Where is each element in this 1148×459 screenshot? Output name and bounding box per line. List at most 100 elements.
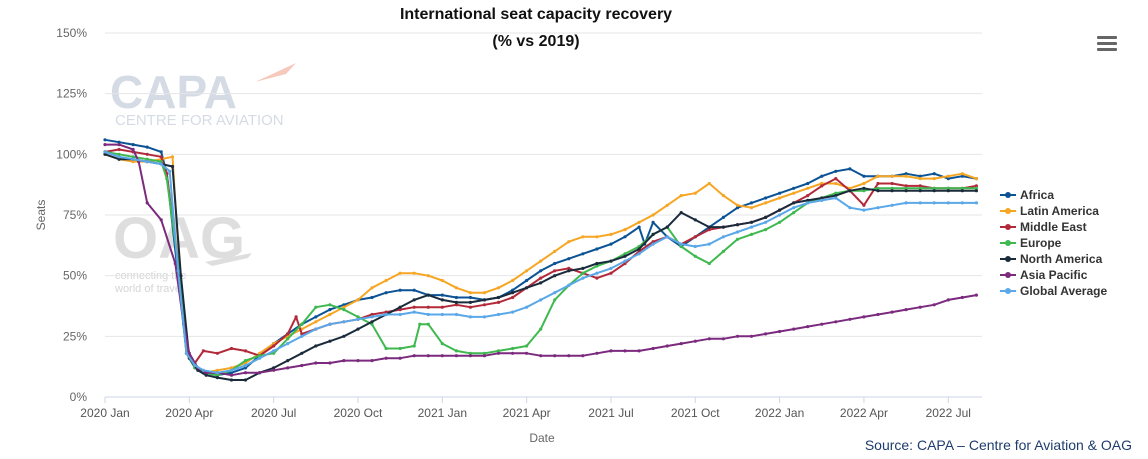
data-point-north-america[interactable] [342,334,346,338]
data-point-middle-east[interactable] [904,184,908,188]
data-point-global-average[interactable] [193,363,197,368]
data-point-asia-pacific[interactable] [764,332,768,336]
data-point-global-average[interactable] [201,368,205,372]
data-point-middle-east[interactable] [201,349,205,353]
data-point-latin-america[interactable] [356,298,360,302]
data-point-asia-pacific[interactable] [637,349,641,353]
data-point-north-america[interactable] [665,225,669,229]
data-point-middle-east[interactable] [496,300,501,304]
data-point-europe[interactable] [418,322,422,326]
data-point-africa[interactable] [848,167,852,171]
data-point-north-america[interactable] [328,339,332,343]
data-point-latin-america[interactable] [539,259,543,263]
data-point-africa[interactable] [117,140,121,144]
data-point-africa[interactable] [398,288,402,292]
data-point-asia-pacific[interactable] [539,354,543,358]
data-point-global-average[interactable] [258,356,262,360]
data-point-global-average[interactable] [595,271,599,275]
data-point-europe[interactable] [595,264,599,268]
data-point-global-average[interactable] [946,201,950,205]
data-point-europe[interactable] [286,337,290,341]
data-point-asia-pacific[interactable] [468,354,472,358]
data-point-north-america[interactable] [862,186,866,190]
data-point-global-average[interactable] [623,259,627,263]
data-point-asia-pacific[interactable] [440,354,444,358]
data-point-north-america[interactable] [412,298,416,302]
data-point-global-average[interactable] [328,322,332,326]
data-point-north-america[interactable] [117,157,121,161]
data-point-europe[interactable] [834,191,838,195]
data-point-north-america[interactable] [960,189,964,193]
data-point-middle-east[interactable] [440,305,444,309]
data-point-global-average[interactable] [356,317,360,321]
data-point-middle-east[interactable] [693,235,697,239]
data-point-north-america[interactable] [651,232,655,236]
data-point-africa[interactable] [468,295,472,300]
data-point-africa[interactable] [131,143,135,147]
data-point-global-average[interactable] [651,242,655,246]
data-point-global-average[interactable] [272,349,276,353]
data-point-middle-east[interactable] [454,303,458,307]
data-point-europe[interactable] [960,186,964,190]
data-point-europe[interactable] [749,232,754,236]
data-point-global-average[interactable] [918,201,922,205]
data-point-asia-pacific[interactable] [876,312,880,317]
data-point-global-average[interactable] [539,298,543,302]
data-point-latin-america[interactable] [525,269,529,273]
data-point-europe[interactable] [440,342,444,346]
data-point-africa[interactable] [539,269,543,273]
data-point-global-average[interactable] [131,157,135,161]
data-point-global-average[interactable] [848,206,852,210]
data-point-global-average[interactable] [764,220,768,224]
data-point-asia-pacific[interactable] [103,143,107,147]
data-point-europe[interactable] [764,228,768,232]
data-point-europe[interactable] [721,249,726,253]
data-point-north-america[interactable] [398,305,402,309]
data-point-europe[interactable] [707,261,711,266]
data-point-latin-america[interactable] [637,220,641,224]
data-point-europe[interactable] [300,322,304,326]
data-point-global-average[interactable] [426,312,430,317]
data-point-global-average[interactable] [960,201,964,205]
data-point-global-average[interactable] [145,160,149,164]
data-point-global-average[interactable] [176,269,180,273]
data-point-europe[interactable] [412,344,416,348]
data-point-global-average[interactable] [806,201,810,205]
data-point-north-america[interactable] [834,194,838,198]
legend-item-middle-east[interactable]: Middle East [1000,219,1107,235]
data-point-europe[interactable] [328,303,332,307]
data-point-global-average[interactable] [721,235,726,239]
data-point-north-america[interactable] [806,198,810,202]
data-point-europe[interactable] [314,305,318,309]
data-point-middle-east[interactable] [623,261,627,266]
data-point-latin-america[interactable] [454,286,458,290]
data-point-global-average[interactable] [159,162,163,166]
data-point-africa[interactable] [595,247,599,251]
data-point-latin-america[interactable] [693,191,697,195]
data-point-europe[interactable] [693,254,697,258]
data-point-latin-america[interactable] [820,181,824,186]
data-point-north-america[interactable] [946,189,950,193]
legend-item-europe[interactable]: Europe [1000,235,1107,251]
data-point-latin-america[interactable] [834,181,838,186]
data-point-asia-pacific[interactable] [609,349,613,353]
data-point-latin-america[interactable] [707,181,711,186]
data-point-asia-pacific[interactable] [778,329,782,334]
data-point-asia-pacific[interactable] [131,147,135,152]
data-point-global-average[interactable] [679,242,683,246]
data-point-latin-america[interactable] [735,203,740,207]
data-point-latin-america[interactable] [792,191,796,195]
data-point-africa[interactable] [103,138,107,142]
data-point-global-average[interactable] [286,342,290,346]
data-point-latin-america[interactable] [170,155,175,159]
data-point-asia-pacific[interactable] [932,303,936,307]
data-point-asia-pacific[interactable] [904,308,908,312]
data-point-europe[interactable] [946,186,950,190]
series-line-africa[interactable] [104,138,977,377]
data-point-latin-america[interactable] [215,368,219,372]
data-point-latin-america[interactable] [764,201,768,205]
data-point-global-average[interactable] [525,305,529,309]
data-point-europe[interactable] [165,177,169,181]
data-point-north-america[interactable] [553,274,557,278]
data-point-middle-east[interactable] [651,240,655,244]
